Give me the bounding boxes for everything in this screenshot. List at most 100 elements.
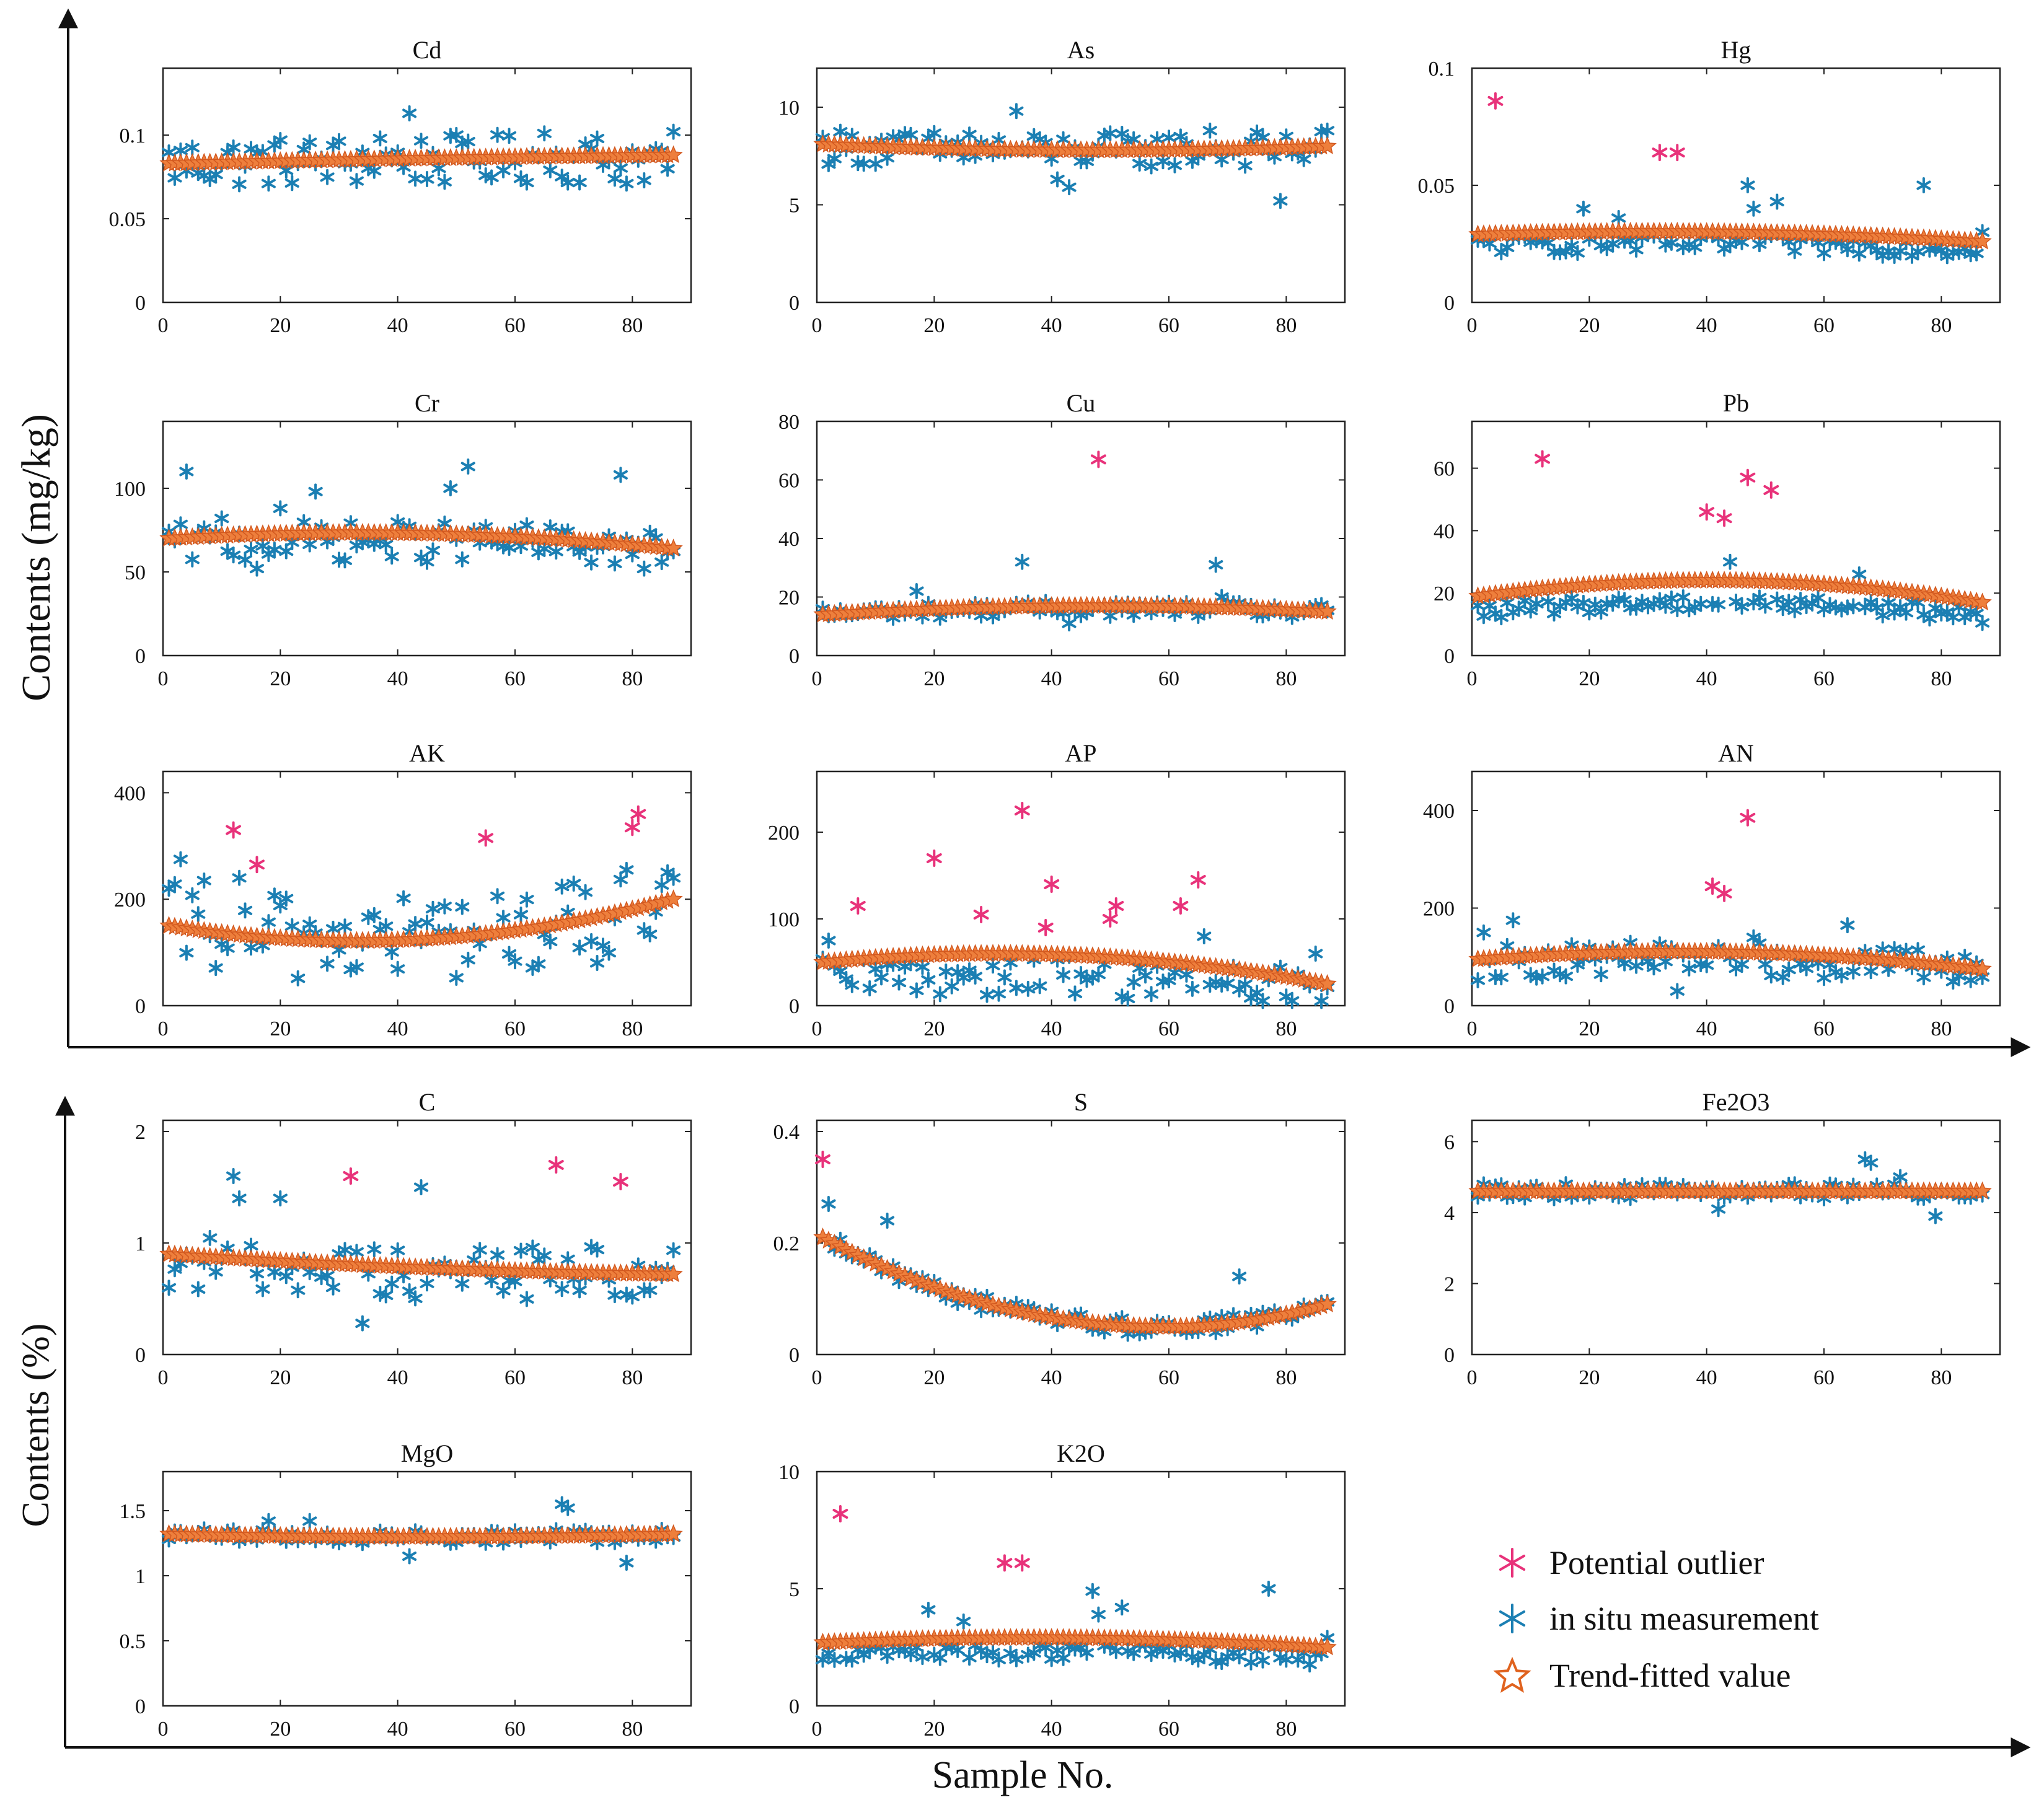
outlier-point-pb [1763,481,1779,499]
measurement-point-an [1963,972,1978,988]
measurement-point-as [1320,122,1335,139]
measurement-point-k2o [1091,1606,1106,1623]
measurement-point-cr [613,467,628,483]
x-tick-label-hg: 60 [1813,314,1835,337]
measurement-point-c [161,1280,176,1296]
measurement-point-ak [408,916,423,933]
measurement-point-as [1273,193,1288,209]
measurement-point-k2o [1073,1640,1088,1656]
measurement-point-ap [1185,980,1200,997]
measurement-point-ak [179,944,194,961]
trend-point-as [1318,136,1337,154]
measurement-point-as [827,151,842,167]
measurement-point-cd [279,162,294,178]
outlier-point-pb [1535,450,1550,468]
plot-frame-an [1471,770,2001,1007]
plot-frame-as [816,67,1346,304]
measurement-point-ap [1308,946,1323,962]
measurement-point-ap [1073,966,1088,982]
measurement-point-ak [490,888,505,905]
x-tick-label-hg: 80 [1931,314,1952,337]
measurement-point-hg [1494,244,1509,261]
x-tick-label-pb: 60 [1813,667,1835,690]
measurement-point-mgo [402,1548,417,1565]
y-tick-label-cd: 0.05 [109,208,146,231]
y-tick-label-as: 5 [789,195,800,217]
y-tick-label-k2o: 5 [789,1578,800,1601]
y-tick-label-pb: 20 [1434,582,1455,605]
measurement-point-hg [1558,243,1573,260]
measurement-point-ak [244,939,258,956]
x-tick-label-cr: 0 [158,667,169,690]
trend-point-cr [664,538,683,557]
measurement-point-pb [1922,610,1937,627]
panel-title-k2o: K2O [1057,1439,1105,1467]
x-tick-label-mgo: 80 [622,1718,643,1741]
measurement-point-ak [261,914,276,931]
measurement-point-pb [1676,589,1691,605]
panel-title-ap: AP [1065,739,1096,767]
x-tick-label-cu: 60 [1158,667,1179,690]
plot-frame-fe2o3 [1471,1119,2001,1356]
measurement-point-cd [414,133,429,149]
measurement-point-an [1558,968,1573,985]
measurement-point-an [1470,972,1485,988]
measurement-point-cr [267,542,282,558]
measurement-point-ak [320,955,335,972]
y-tick-label-mgo: 0.5 [120,1630,146,1653]
measurement-point-ak [232,869,247,886]
outlier-point-hg [1669,144,1685,162]
measurement-point-cd [320,169,335,185]
measurement-point-ap [915,959,930,975]
measurement-point-k2o [1003,1645,1018,1662]
measurement-point-ap [1167,964,1182,981]
measurement-point-ap [1033,978,1047,995]
measurement-point-s [821,1196,836,1212]
measurement-point-an [1734,956,1749,973]
measurement-point-ap [1121,990,1135,1007]
x-tick-label-pb: 0 [1467,667,1478,690]
measurement-point-k2o [1214,1654,1229,1671]
measurement-point-ap [1238,976,1253,993]
measurement-point-cd [167,170,182,186]
measurement-point-hg [1769,193,1784,210]
x-tick-label-ak: 80 [622,1017,643,1040]
measurement-point-c [525,1239,540,1256]
measurement-point-c [496,1282,511,1299]
outlier-point-ap [1014,802,1030,819]
measurement-point-c [191,1281,206,1298]
measurement-point-ak [531,955,546,972]
outlier-point-hg [1487,92,1504,110]
measurement-point-c [379,1287,394,1304]
y-tick-label-c: 2 [135,1121,146,1144]
measurement-point-c [537,1247,552,1264]
measurement-point-c [625,1288,640,1305]
measurement-point-k2o [1009,1651,1024,1667]
x-tick-label-hg: 20 [1579,314,1600,337]
measurement-point-k2o [956,1613,971,1630]
measurement-point-ak [508,953,522,970]
y-tick-label-hg: 0.1 [1429,58,1455,81]
y-tick-label-pb: 60 [1434,458,1455,481]
measurement-point-ap [921,972,936,988]
measurement-point-cd [502,128,517,144]
measurement-point-ak [660,864,675,881]
y-axis-label-percent: Contents (%) [15,1324,57,1527]
measurement-point-an [1494,969,1509,986]
measurement-point-pb [1576,594,1591,611]
x-tick-label-hg: 40 [1696,314,1717,337]
measurement-point-ak [578,884,593,900]
measurement-point-pb [1476,608,1491,625]
measurement-point-ak [349,959,364,975]
trend-point-mgo [664,1524,683,1542]
measurement-point-c [384,1275,399,1292]
measurement-point-cd [496,162,511,178]
measurement-point-pb [1734,599,1749,615]
y-tick-label-cr: 50 [125,561,146,584]
measurement-point-cd [572,174,587,191]
legend-outlier-star [1499,1548,1526,1578]
x-tick-label-ap: 40 [1041,1017,1062,1040]
measurement-point-cr [379,536,394,553]
measurement-point-cd [273,132,288,148]
